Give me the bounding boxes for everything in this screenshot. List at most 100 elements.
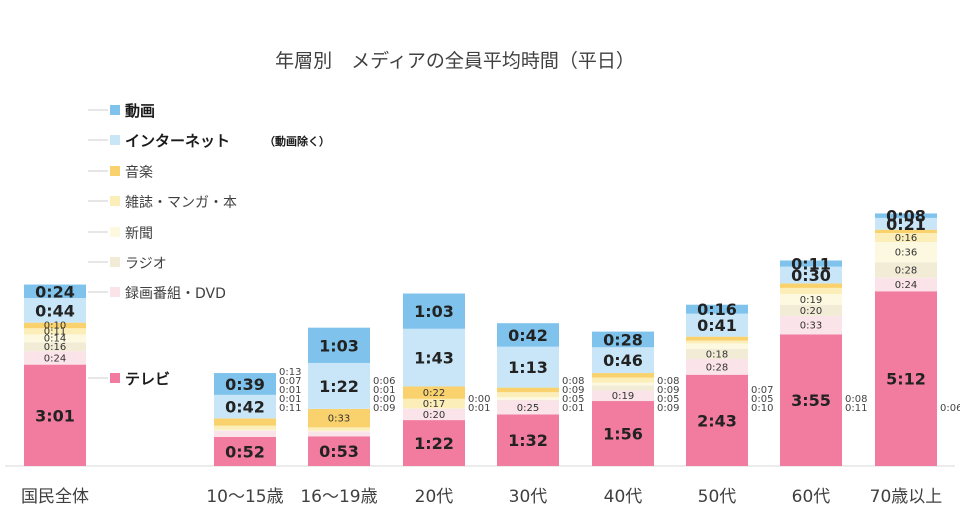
- label-internet-5: 0:46: [603, 351, 643, 370]
- bar-music-3: [403, 386, 465, 399]
- bar-music-6: [686, 336, 748, 341]
- bar-recorded-4: [497, 400, 559, 415]
- label-music-5: 0:08: [657, 376, 679, 387]
- bar-internet-1: [214, 394, 276, 419]
- label-radio-3: 0:01: [468, 403, 490, 414]
- bar-music-0: [24, 322, 86, 329]
- bar-internet-3: [403, 328, 465, 387]
- label-video-6: 0:16: [697, 300, 737, 319]
- label-radio-5: 0:09: [657, 403, 679, 414]
- label-video-5: 0:28: [603, 330, 643, 349]
- label-radio-7: 0:20: [800, 306, 822, 317]
- bar-video-7: [780, 260, 842, 267]
- label-newspaper-3: 0:00: [468, 394, 490, 405]
- bar-radio-6: [686, 348, 748, 360]
- bar-magazine-0: [24, 328, 86, 335]
- bar-magazine-7: [780, 287, 842, 295]
- bar-tv-4: [497, 414, 559, 466]
- bar-magazine-1: [214, 425, 276, 430]
- label-recorded-0: 0:24: [44, 353, 66, 364]
- bar-newspaper-7: [780, 294, 842, 305]
- bar-video-5: [592, 331, 654, 348]
- legend-swatch-recorded: [110, 287, 120, 297]
- label-internet-7: 0:30: [791, 266, 831, 285]
- bar-recorded-0: [24, 351, 86, 365]
- bar-radio-0: [24, 342, 86, 352]
- bar-tv-7: [780, 334, 842, 466]
- label-video-7: 0:11: [791, 255, 831, 274]
- label-recorded-7: 0:33: [800, 321, 822, 332]
- bar-music-5: [592, 373, 654, 378]
- bar-video-6: [686, 304, 748, 314]
- bar-magazine-8: [875, 233, 937, 242]
- label-newspaper-2: 0:01: [373, 385, 395, 396]
- legend-label-video: 動画: [125, 102, 155, 120]
- bar-recorded-7: [780, 315, 842, 335]
- x-label-3: 20代: [415, 487, 454, 507]
- label-newspaper-7: 0:19: [800, 295, 822, 306]
- label-magazine-7: 0:11: [845, 403, 867, 414]
- bar-tv-0: [24, 364, 86, 466]
- label-video-1: 0:39: [225, 375, 265, 394]
- bar-radio-1: [214, 430, 276, 431]
- legend-swatch-magazine: [110, 196, 120, 206]
- label-recorded-2: 0:09: [373, 403, 395, 414]
- bar-magazine-2: [308, 427, 370, 431]
- bar-video-3: [403, 293, 465, 329]
- label-music-6: 0:07: [751, 385, 773, 396]
- bar-tv-5: [592, 401, 654, 466]
- label-music-1: 0:13: [279, 367, 301, 378]
- label-tv-8: 5:12: [886, 370, 926, 389]
- legend-swatch-music: [110, 166, 120, 176]
- legend-swatch-newspaper: [110, 227, 120, 237]
- bar-music-4: [497, 387, 559, 393]
- x-label-8: 70歳以上: [870, 487, 943, 507]
- label-magazine-2: 0:06: [373, 376, 395, 387]
- bar-internet-5: [592, 347, 654, 374]
- label-recorded-3: 0:20: [423, 410, 445, 421]
- label-recorded-6: 0:28: [706, 362, 728, 373]
- bar-tv-1: [214, 436, 276, 466]
- label-magazine-1: 0:07: [279, 376, 301, 387]
- bars-layer: [24, 213, 937, 466]
- label-radio-2: 0:00: [373, 394, 395, 405]
- label-internet-8: 0:21: [886, 215, 926, 234]
- label-music-0: 0:10: [44, 320, 66, 331]
- chart-title: 年層別 メディアの全員平均時間（平日）: [275, 50, 635, 72]
- label-video-4: 0:42: [508, 326, 548, 345]
- x-label-6: 50代: [698, 487, 737, 507]
- bar-internet-4: [497, 346, 559, 388]
- bar-radio-4: [497, 399, 559, 401]
- label-newspaper-1: 0:01: [279, 385, 301, 396]
- label-music-8: 0:06: [940, 403, 960, 414]
- label-magazine-5: 0:09: [657, 385, 679, 396]
- legend-note-internet: （動画除く）: [264, 134, 330, 148]
- label-tv-0: 3:01: [35, 406, 75, 425]
- label-internet-3: 1:43: [414, 349, 454, 368]
- bar-recorded-8: [875, 277, 937, 292]
- label-video-2: 1:03: [319, 336, 359, 355]
- label-tv-3: 1:22: [414, 434, 454, 453]
- label-recorded-8: 0:24: [895, 280, 917, 291]
- x-label-0: 国民全体: [21, 487, 89, 507]
- legend-swatch-radio: [110, 257, 120, 267]
- legend-label-internet: インターネット: [125, 132, 230, 150]
- bar-newspaper-4: [497, 397, 559, 400]
- bar-magazine-5: [592, 377, 654, 383]
- bar-newspaper-5: [592, 382, 654, 386]
- bar-internet-8: [875, 217, 937, 230]
- label-tv-4: 1:32: [508, 431, 548, 450]
- bar-tv-2: [308, 436, 370, 466]
- bar-newspaper-2: [308, 430, 370, 432]
- bar-tv-3: [403, 420, 465, 466]
- bar-video-0: [24, 284, 86, 298]
- label-newspaper-0: 0:14: [44, 333, 66, 344]
- bar-video-2: [308, 327, 370, 363]
- x-label-5: 40代: [604, 487, 643, 507]
- bar-internet-6: [686, 313, 748, 337]
- label-magazine-6: 0:05: [751, 394, 773, 405]
- label-radio-1: 0:01: [279, 394, 301, 405]
- label-recorded-5: 0:19: [612, 391, 634, 402]
